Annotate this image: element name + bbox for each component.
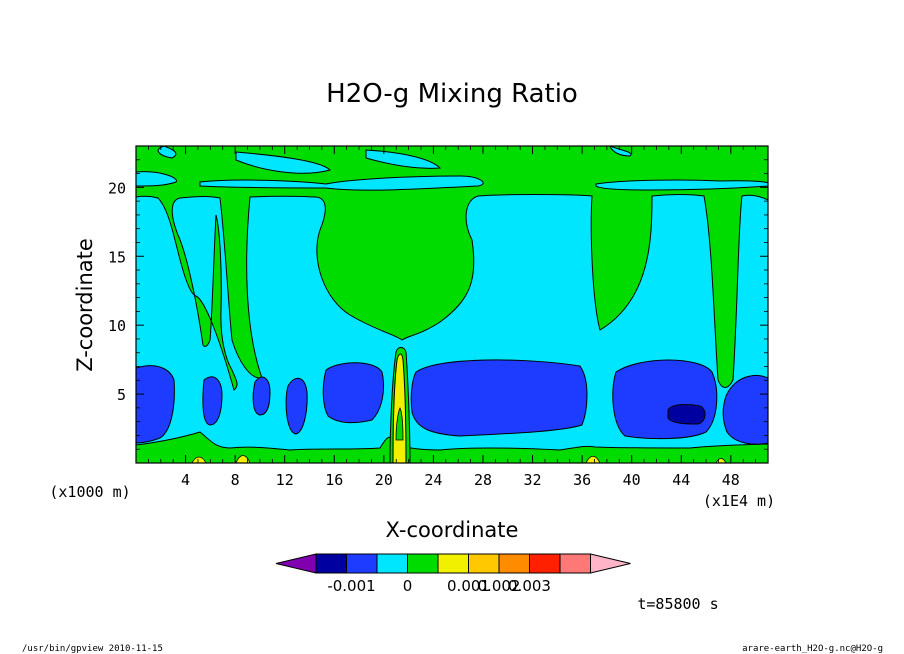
x-tick-label: 48	[722, 471, 740, 489]
y-axis-ticks: 5 10 15 20	[108, 159, 768, 450]
colorbar-tick-label: 0	[403, 577, 413, 595]
x-tick-label: 4	[181, 471, 190, 489]
x-axis-ticks: 4 8 12 16 20 24 28 32 36 40 44 48	[147, 146, 757, 489]
colorbar-arrow-low	[275, 553, 317, 574]
y-unit-label: (x1000 m)	[49, 483, 130, 501]
colorbar-tick-label: 0.003	[508, 577, 551, 595]
blue-blob-7	[612, 359, 718, 440]
blue-blob-6	[410, 359, 588, 437]
x-unit-label: (x1E4 m)	[703, 492, 775, 510]
plot-frame	[135, 145, 769, 464]
colorbar-box	[468, 553, 500, 574]
blue-blob-4	[285, 377, 308, 435]
x-tick-label: 20	[375, 471, 393, 489]
blue-blob-2	[202, 376, 223, 426]
upper-green-region	[136, 146, 768, 391]
colorbar-box	[437, 553, 469, 574]
time-label: t=85800 s	[637, 595, 718, 613]
blue-blob-3	[252, 376, 271, 416]
colorbar-box	[407, 553, 439, 574]
dark-blue-core	[667, 404, 706, 425]
central-column-core	[395, 407, 404, 441]
cyan-upper-tongues	[157, 146, 632, 174]
colorbar-box	[498, 553, 530, 574]
colorbar-arrow-high	[590, 553, 631, 574]
colorbar-box	[376, 553, 408, 574]
x-tick-label: 40	[623, 471, 641, 489]
y-tick-label: 5	[117, 386, 126, 404]
blue-blob-1	[136, 365, 175, 444]
footer-right: arare-earth_H2O-g.nc@H2O-g	[742, 644, 883, 654]
colorbar-box	[529, 553, 561, 574]
colorbar-box	[559, 553, 591, 574]
y-axis-label: Z-coordinate	[73, 238, 97, 372]
colorbar-tick-label: 0.001	[447, 577, 490, 595]
x-tick-label: 44	[672, 471, 690, 489]
colorbar	[275, 553, 631, 574]
colorbar-box	[346, 553, 378, 574]
y-tick-label: 20	[108, 179, 126, 197]
x-axis-label: X-coordinate	[386, 518, 519, 542]
blue-blob-8	[722, 374, 768, 445]
x-tick-label: 8	[231, 471, 240, 489]
x-tick-label: 16	[325, 471, 343, 489]
x-tick-label: 28	[474, 471, 492, 489]
x-tick-label: 36	[573, 471, 591, 489]
footer-left: /usr/bin/gpview 2010-11-15	[22, 644, 163, 654]
y-tick-label: 10	[108, 317, 126, 335]
chart-title: H2O-g Mixing Ratio	[326, 79, 578, 109]
cyan-streak-upper	[136, 171, 768, 191]
colorbar-tick-label: 0.002	[478, 577, 521, 595]
y-tick-label: 15	[108, 248, 126, 266]
x-tick-label: 24	[424, 471, 442, 489]
x-tick-label: 12	[276, 471, 294, 489]
blue-blob-5	[322, 362, 385, 424]
colorbar-box	[315, 553, 347, 574]
x-tick-label: 32	[524, 471, 542, 489]
colorbar-tick-label: -0.001	[327, 577, 375, 595]
